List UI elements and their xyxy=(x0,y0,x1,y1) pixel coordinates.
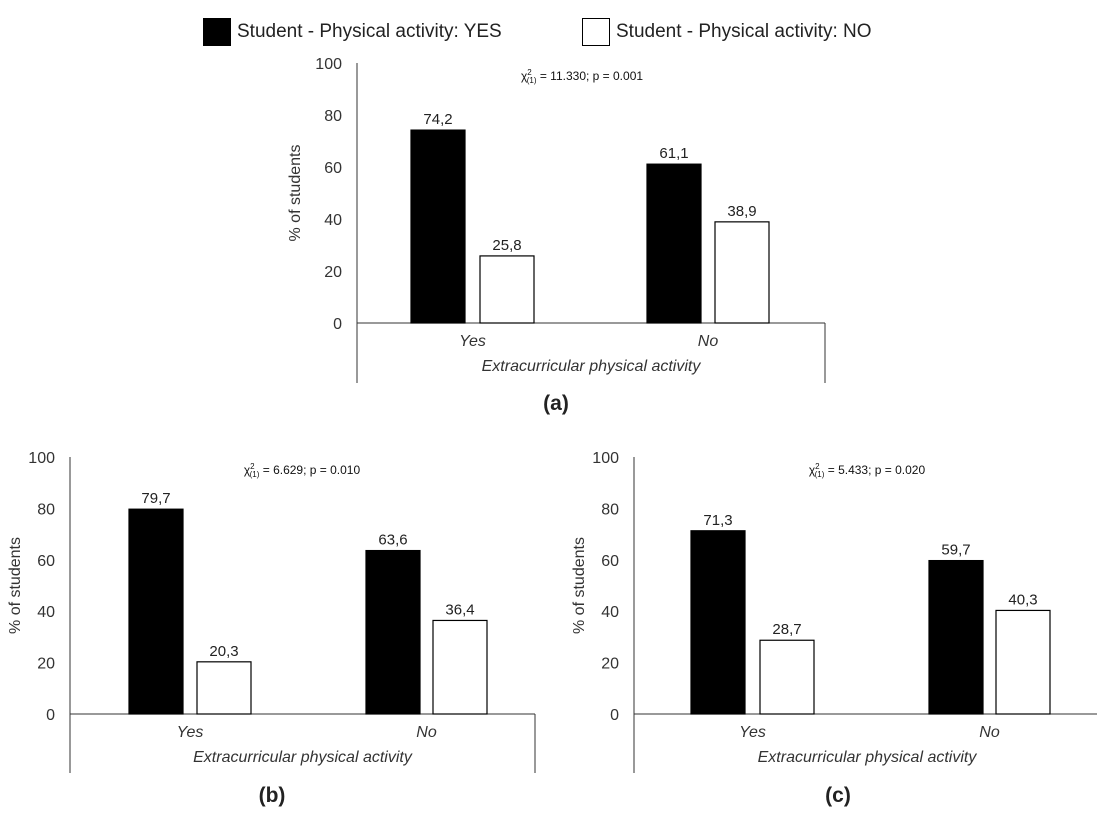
chart-b-ylabel: % of students xyxy=(7,537,24,634)
chart-a-bar-yes-yes xyxy=(410,129,466,324)
chart-a-bar-no-no xyxy=(714,221,770,324)
chart-a-bar-yes-no xyxy=(646,163,702,324)
chart-c-ytick-label: 40 xyxy=(601,604,619,621)
chart-a-data-label: 25,8 xyxy=(492,237,521,254)
legend-item-no: Student - Physical activity: NO xyxy=(582,14,872,50)
chart-b-ytick-label: 20 xyxy=(37,656,55,673)
chart-b-bar-no-no xyxy=(432,619,488,715)
chart-c-bar-yes-no xyxy=(928,559,984,715)
chart-c-ytick-label: 80 xyxy=(601,501,619,518)
chart-c-category-label: No xyxy=(979,724,1000,741)
chart-b-category-label: Yes xyxy=(177,724,204,741)
legend-swatch-yes xyxy=(203,18,231,46)
chart-c-bar-no-yes xyxy=(759,639,815,715)
chart-c-ytick-label: 20 xyxy=(601,656,619,673)
chart-c-ytick-label: 100 xyxy=(592,450,619,467)
chart-b-bar-no-yes xyxy=(196,661,252,715)
chart-a-ytick-label: 0 xyxy=(333,316,342,333)
legend-swatch-no xyxy=(582,18,610,46)
chart-panel-a: 0 20 40 60 80 100 % of students 74,2 61,1 25,8 38,… xyxy=(287,56,826,415)
chart-b-bar-yes-yes xyxy=(128,508,184,715)
chart-b-bar-yes-no xyxy=(365,549,421,715)
legend-label-yes: Student - Physical activity: YES xyxy=(237,21,502,42)
chart-a-category-label: No xyxy=(698,333,719,350)
chart-b-data-label: 79,7 xyxy=(141,490,170,507)
chart-b-annotation: χ2 (1) = 6.629; p = 0.010 xyxy=(244,462,361,479)
chart-a-ytick-label: 80 xyxy=(324,108,342,125)
chart-c-xlabel: Extracurricular physical activity xyxy=(758,749,978,766)
chart-a-annotation: χ2 (1) = 11.330; p = 0.001 xyxy=(521,68,643,85)
chart-c-bar-no-no xyxy=(995,609,1051,715)
chart-b-ytick-label: 100 xyxy=(28,450,55,467)
chart-c-data-label: 71,3 xyxy=(703,512,732,529)
chart-a-ytick-label: 40 xyxy=(324,212,342,229)
chart-b-ytick-label: 60 xyxy=(37,553,55,570)
chart-a-svg: 0 20 40 60 80 100 % of students 74,2 61,1 25,8 38,… xyxy=(287,56,826,415)
chart-c-ytick-label: 60 xyxy=(601,553,619,570)
chart-a-ylabel: % of students xyxy=(287,145,304,242)
chart-a-ytick-label: 60 xyxy=(324,160,342,177)
chart-b-ytick-label: 80 xyxy=(37,501,55,518)
chart-c-panel-label: (c) xyxy=(825,784,851,807)
chart-a-ytick-label: 20 xyxy=(324,264,342,281)
chart-b-data-label: 63,6 xyxy=(378,532,407,549)
chart-c-data-label: 28,7 xyxy=(772,621,801,638)
chart-a-panel-label: (a) xyxy=(543,392,569,415)
chart-a-data-label: 38,9 xyxy=(727,203,756,220)
chart-legend: Student - Physical activity: YES Student… xyxy=(0,14,1097,50)
chart-c-annotation: χ2 (1) = 5.433; p = 0.020 xyxy=(809,462,926,479)
chart-a-bar-no-yes xyxy=(479,255,535,324)
chart-b-svg: 0 20 40 60 80 100 % of students 79,7 63,6 20,3 36,… xyxy=(7,450,536,807)
chart-b-data-label: 20,3 xyxy=(209,643,238,660)
chart-a-data-label: 61,1 xyxy=(659,145,688,162)
chart-b-ytick-label: 40 xyxy=(37,604,55,621)
chart-b-data-label: 36,4 xyxy=(445,601,474,618)
chart-b-panel-label: (b) xyxy=(259,784,286,807)
chart-c-data-label: 40,3 xyxy=(1008,591,1037,608)
chart-panel-b: 0 20 40 60 80 100 % of students 79,7 63,6 20,3 36,… xyxy=(7,450,536,807)
chart-a-category-label: Yes xyxy=(459,333,486,350)
chart-c-data-label: 59,7 xyxy=(941,542,970,559)
legend-label-no: Student - Physical activity: NO xyxy=(616,21,872,42)
chart-a-data-label: 74,2 xyxy=(423,111,452,128)
chart-b-category-label: No xyxy=(416,724,437,741)
chart-c-category-label: Yes xyxy=(739,724,766,741)
chart-c-ytick-label: 0 xyxy=(610,707,619,724)
chart-c-ylabel: % of students xyxy=(571,537,588,634)
chart-a-xlabel: Extracurricular physical activity xyxy=(482,358,702,375)
legend-item-yes: Student - Physical activity: YES xyxy=(203,14,502,50)
chart-a-ytick-label: 100 xyxy=(315,56,342,73)
chart-c-bar-yes-yes xyxy=(690,530,746,715)
chart-b-xlabel: Extracurricular physical activity xyxy=(193,749,413,766)
chart-b-ytick-label: 0 xyxy=(46,707,55,724)
